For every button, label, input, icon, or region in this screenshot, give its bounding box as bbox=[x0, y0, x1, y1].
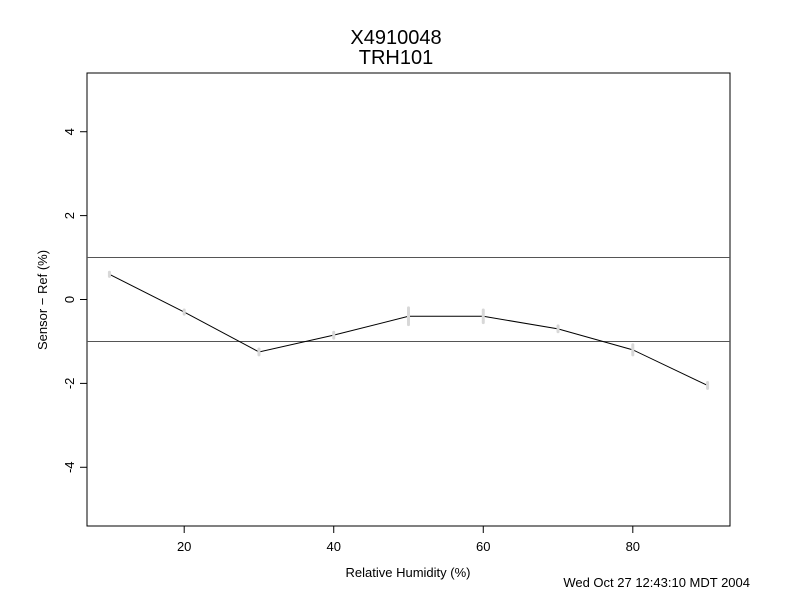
y-tick-label--2: -2 bbox=[62, 378, 77, 390]
plot-frame bbox=[86, 72, 731, 527]
y-tick-label-0: 0 bbox=[62, 296, 77, 303]
y-tick-label-4: 4 bbox=[62, 128, 77, 135]
y-tick-label--4: -4 bbox=[62, 461, 77, 473]
y-axis-label: Sensor − Ref (%) bbox=[35, 250, 50, 350]
timestamp: Wed Oct 27 12:43:10 MDT 2004 bbox=[563, 575, 750, 590]
x-axis: 20 40 60 80 bbox=[177, 526, 640, 554]
reference-lines bbox=[87, 257, 730, 342]
chart-subtitle: TRH101 bbox=[358, 47, 434, 69]
chart-title: X4910048 bbox=[350, 27, 442, 49]
x-tick-label-80: 80 bbox=[626, 539, 640, 554]
x-tick-label-20: 20 bbox=[177, 539, 191, 554]
x-tick-label-60: 60 bbox=[476, 539, 490, 554]
y-tick-label-2: 2 bbox=[62, 212, 77, 219]
series-group bbox=[107, 270, 710, 390]
y-axis: -4 -2 0 2 4 bbox=[62, 128, 87, 473]
x-tick-label-40: 40 bbox=[326, 539, 340, 554]
x-axis-label: Relative Humidity (%) bbox=[346, 565, 471, 580]
series-line bbox=[109, 273, 708, 386]
